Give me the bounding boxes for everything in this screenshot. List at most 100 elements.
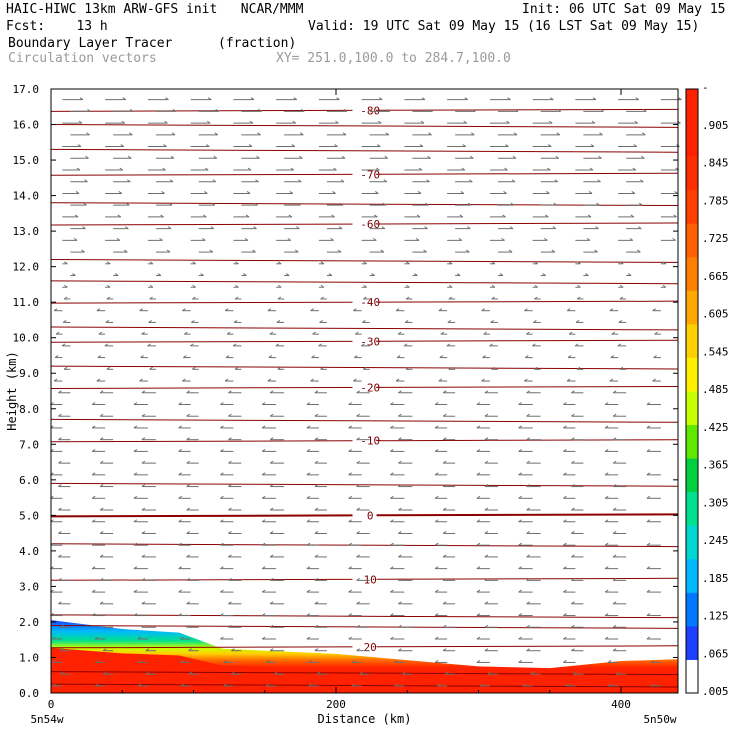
vector-arrow-head	[587, 214, 592, 218]
vector-arrow-head	[167, 226, 172, 230]
vector-arrow-head	[133, 495, 138, 499]
vector-arrow-head	[98, 331, 103, 335]
vector-arrow-head	[170, 155, 175, 159]
vector-arrow-head	[224, 378, 229, 382]
vector-arrow-head	[180, 683, 184, 687]
vector-arrow-head	[306, 425, 311, 429]
contour-line	[50, 365, 679, 370]
vector-arrow-head	[568, 331, 573, 335]
vector-arrow-head	[534, 261, 538, 265]
vector-arrow-head	[604, 613, 609, 616]
vector-arrow-head	[518, 613, 522, 616]
vector-arrow-head	[162, 167, 166, 171]
vector-arrow-head	[75, 191, 80, 194]
colorbar-swatch	[686, 89, 698, 124]
vector-arrow-head	[228, 577, 232, 581]
vector-arrow-head	[99, 413, 104, 417]
y-tick-label: 3.0	[19, 580, 39, 593]
forecast-hour: Fcst: 13 h	[6, 19, 108, 34]
vector-arrow-head	[545, 214, 549, 218]
vector-arrow-head	[554, 179, 559, 183]
vector-arrow-head	[640, 155, 645, 159]
vector-arrow-head	[353, 308, 357, 312]
vector-arrow-head	[574, 343, 579, 347]
vector-arrow-head	[200, 273, 204, 276]
vector-arrow-head	[646, 448, 651, 452]
vector-arrow-head	[524, 378, 528, 382]
vector-arrow-head	[58, 390, 62, 394]
vector-arrow-head	[269, 437, 274, 441]
vector-arrow-head	[428, 132, 432, 136]
vector-arrow-head	[340, 179, 345, 183]
vector-arrow-head	[269, 577, 274, 581]
vector-arrow-head	[642, 108, 647, 112]
vector-arrow-head	[53, 308, 58, 312]
vector-arrow-head	[214, 132, 219, 136]
vector-arrow-head	[333, 167, 337, 171]
vector-arrow-head	[398, 390, 402, 394]
vector-arrow-head	[291, 144, 296, 147]
vector-arrow-head	[234, 296, 239, 300]
vector-arrow-head	[398, 413, 402, 417]
vector-arrow-head	[641, 132, 646, 136]
vector-arrow-head	[244, 237, 249, 241]
vector-arrow-head	[58, 437, 62, 441]
vector-arrow-head	[632, 167, 637, 171]
vector-arrow-head	[53, 378, 58, 382]
vector-arrow-head	[178, 495, 182, 499]
vector-arrow-head	[484, 577, 489, 581]
colorbar-swatch	[686, 424, 698, 459]
vector-arrow-head	[58, 413, 62, 417]
vector-arrow-head	[250, 97, 255, 101]
vector-arrow-head	[503, 191, 507, 194]
vector-arrow-head	[52, 660, 56, 663]
y-tick-label: 10.0	[13, 332, 40, 345]
vector-arrow-head	[207, 97, 212, 101]
vector-arrow-head	[654, 331, 658, 335]
vector-arrow-head	[637, 249, 641, 253]
vector-arrow-head	[82, 226, 86, 230]
vector-arrow-head	[133, 402, 138, 405]
vector-arrow-head	[161, 191, 165, 194]
vector-arrow-head	[186, 601, 190, 605]
vector-arrow-head	[91, 495, 96, 499]
vector-arrow-head	[510, 202, 515, 206]
vector-arrow-head	[64, 284, 68, 288]
vector-arrow-head	[553, 202, 558, 206]
vector-arrow-head	[434, 402, 439, 405]
vector-arrow-head	[169, 179, 174, 183]
vector-arrow-head	[526, 460, 530, 464]
vector-arrow-head	[133, 613, 138, 616]
vector-arrow-head	[508, 249, 513, 253]
colorbar-label: .005	[702, 685, 729, 698]
vector-arrow-head	[148, 320, 152, 323]
vector-arrow-head	[633, 144, 638, 147]
colorbar-label: .185	[702, 572, 729, 585]
vector-arrow-head	[390, 613, 394, 616]
vector-arrow-head	[571, 507, 575, 511]
vector-arrow-head	[356, 577, 360, 581]
vector-arrow-head	[612, 531, 617, 534]
vector-arrow-head	[476, 660, 481, 663]
vector-arrow-head	[106, 261, 111, 265]
vector-arrow-head	[414, 273, 418, 276]
vector-arrow-head	[297, 202, 301, 206]
vector-arrow-head	[619, 366, 624, 370]
vector-arrow-head	[646, 425, 651, 429]
vector-arrow-head	[461, 167, 466, 171]
vector-arrow-head	[377, 120, 382, 124]
vector-arrow-head	[526, 413, 530, 417]
vector-arrow-head	[526, 531, 530, 534]
vector-arrow-head	[225, 355, 230, 359]
vector-arrow-head	[420, 120, 425, 124]
vector-arrow-head	[192, 261, 196, 265]
vector-arrow-head	[484, 484, 489, 487]
vector-arrow-head	[398, 507, 402, 511]
vector-arrow-head	[125, 226, 129, 230]
vector-arrow-head	[526, 577, 530, 581]
vector-arrow-head	[439, 355, 444, 359]
vector-arrow-head	[525, 355, 529, 359]
vector-arrow-head	[353, 378, 357, 382]
vector-arrow-head	[598, 155, 602, 159]
vector-arrow-head	[604, 425, 609, 429]
